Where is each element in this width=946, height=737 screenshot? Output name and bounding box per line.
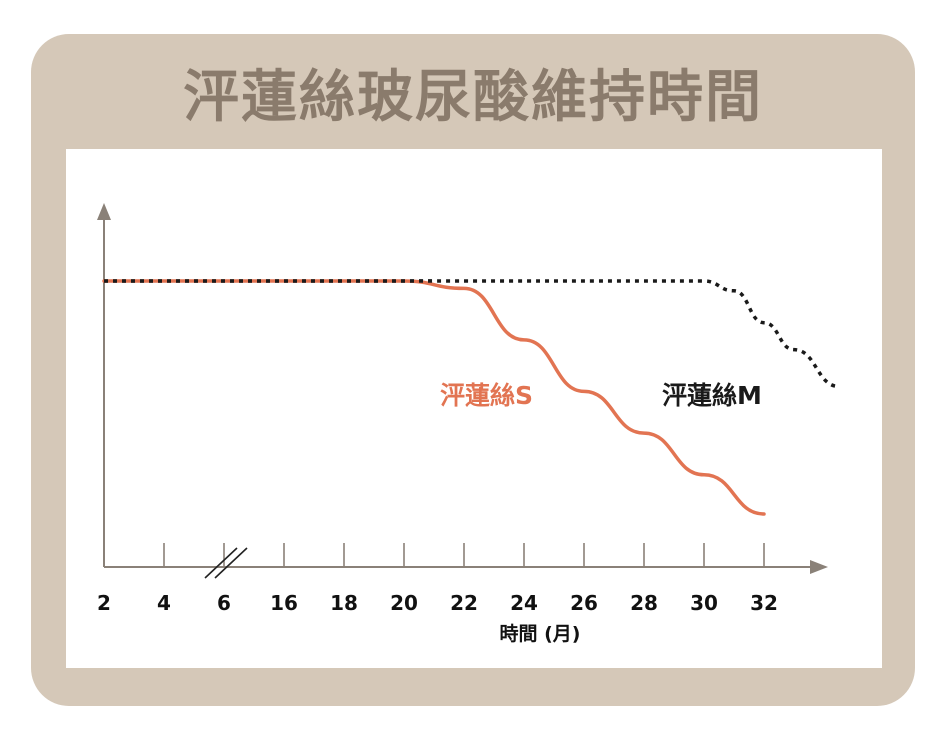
- axis-break-mark: [204, 547, 238, 579]
- x-tick-label: 32: [750, 591, 778, 615]
- chart-title: 泙蓮絲玻尿酸維持時間: [183, 65, 763, 130]
- series-label-s: 泙蓮絲S: [440, 381, 533, 410]
- chart-panel: 2 4 6 16 18 20 22 24 26 28 30 32 時間 (月) 泙蓮絲S 泙蓮絲M: [66, 149, 882, 668]
- x-tick-label: 20: [390, 591, 418, 615]
- series-label-m: 泙蓮絲M: [662, 381, 762, 410]
- series-line-m: [104, 279, 840, 389]
- x-axis-arrow: [810, 560, 828, 574]
- x-tick-label: 4: [157, 591, 171, 615]
- x-tick-label: 26: [570, 591, 598, 615]
- x-tick-label: 6: [217, 591, 231, 615]
- y-axis-arrow: [97, 203, 111, 220]
- x-tick-label: 18: [330, 591, 358, 615]
- axis-break-mark: [214, 547, 248, 579]
- x-axis-label: 時間 (月): [500, 623, 581, 645]
- series-line-s: [102, 279, 766, 516]
- x-tick-label: 16: [270, 591, 298, 615]
- x-tick-label: 2: [97, 591, 111, 615]
- x-tick-label: 24: [510, 591, 538, 615]
- x-tick-label: 30: [690, 591, 718, 615]
- x-tick-label: 28: [630, 591, 658, 615]
- x-tick-label: 22: [450, 591, 478, 615]
